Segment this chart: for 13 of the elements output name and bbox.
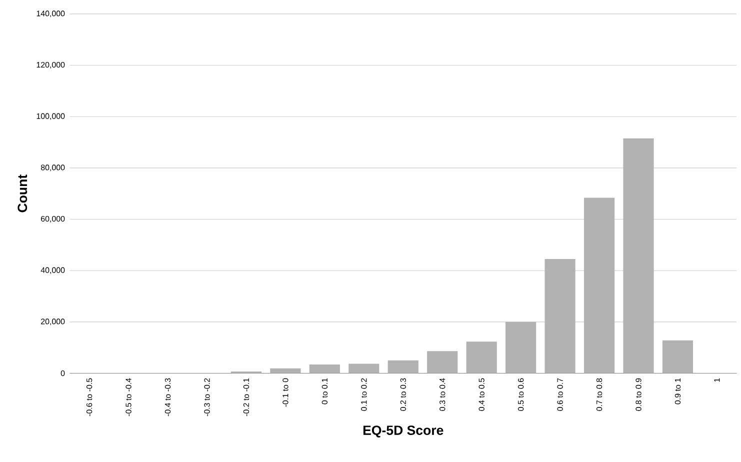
y-axis-title: Count bbox=[18, 174, 28, 212]
bar bbox=[309, 364, 340, 374]
bar bbox=[466, 342, 497, 374]
x-axis-title: EQ-5D Score bbox=[363, 426, 444, 438]
bar bbox=[270, 368, 301, 374]
bar bbox=[584, 198, 615, 374]
bar bbox=[544, 259, 576, 374]
bar bbox=[623, 138, 654, 374]
bar bbox=[662, 340, 694, 374]
bar bbox=[427, 351, 458, 374]
bar bbox=[348, 364, 380, 374]
bar bbox=[388, 360, 418, 374]
bar bbox=[506, 322, 536, 374]
